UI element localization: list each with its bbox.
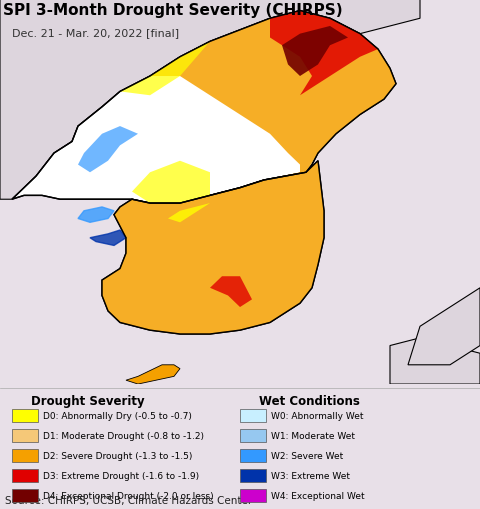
- FancyBboxPatch shape: [240, 489, 266, 502]
- Polygon shape: [408, 288, 480, 365]
- Polygon shape: [390, 338, 480, 384]
- Text: Source: CHIRPS, UCSB, Climate Hazards Center: Source: CHIRPS, UCSB, Climate Hazards Ce…: [5, 495, 252, 505]
- Text: W3: Extreme Wet: W3: Extreme Wet: [271, 471, 350, 480]
- Text: D1: Moderate Drought (-0.8 to -1.2): D1: Moderate Drought (-0.8 to -1.2): [43, 431, 204, 440]
- Polygon shape: [168, 204, 210, 223]
- FancyBboxPatch shape: [12, 429, 38, 442]
- Polygon shape: [78, 127, 138, 173]
- Polygon shape: [120, 42, 210, 96]
- Text: Dec. 21 - Mar. 20, 2022 [final]: Dec. 21 - Mar. 20, 2022 [final]: [12, 27, 179, 38]
- FancyBboxPatch shape: [12, 409, 38, 422]
- FancyBboxPatch shape: [12, 449, 38, 462]
- Text: W0: Abnormally Wet: W0: Abnormally Wet: [271, 411, 364, 420]
- Text: Drought Severity: Drought Severity: [31, 394, 145, 407]
- Polygon shape: [132, 161, 210, 204]
- Text: D2: Severe Drought (-1.3 to -1.5): D2: Severe Drought (-1.3 to -1.5): [43, 451, 192, 460]
- Text: D0: Abnormally Dry (-0.5 to -0.7): D0: Abnormally Dry (-0.5 to -0.7): [43, 411, 192, 420]
- Polygon shape: [282, 27, 348, 77]
- FancyBboxPatch shape: [12, 469, 38, 482]
- Text: D4: Exceptional Drought (-2.0 or less): D4: Exceptional Drought (-2.0 or less): [43, 491, 214, 500]
- Polygon shape: [126, 365, 180, 384]
- Polygon shape: [78, 208, 114, 223]
- FancyBboxPatch shape: [240, 469, 266, 482]
- Polygon shape: [270, 12, 378, 96]
- Polygon shape: [210, 277, 252, 307]
- Text: Wet Conditions: Wet Conditions: [259, 394, 360, 407]
- Text: SPI 3-Month Drought Severity (CHIRPS): SPI 3-Month Drought Severity (CHIRPS): [3, 3, 343, 18]
- Polygon shape: [90, 231, 126, 246]
- Text: D3: Extreme Drought (-1.6 to -1.9): D3: Extreme Drought (-1.6 to -1.9): [43, 471, 199, 480]
- Polygon shape: [12, 12, 396, 204]
- FancyBboxPatch shape: [240, 449, 266, 462]
- Polygon shape: [102, 161, 324, 334]
- Text: W1: Moderate Wet: W1: Moderate Wet: [271, 431, 355, 440]
- FancyBboxPatch shape: [12, 489, 38, 502]
- Text: W4: Exceptional Wet: W4: Exceptional Wet: [271, 491, 365, 500]
- Polygon shape: [150, 12, 396, 196]
- FancyBboxPatch shape: [240, 409, 266, 422]
- Polygon shape: [102, 161, 324, 334]
- FancyBboxPatch shape: [240, 429, 266, 442]
- Polygon shape: [0, 0, 420, 200]
- Text: W2: Severe Wet: W2: Severe Wet: [271, 451, 344, 460]
